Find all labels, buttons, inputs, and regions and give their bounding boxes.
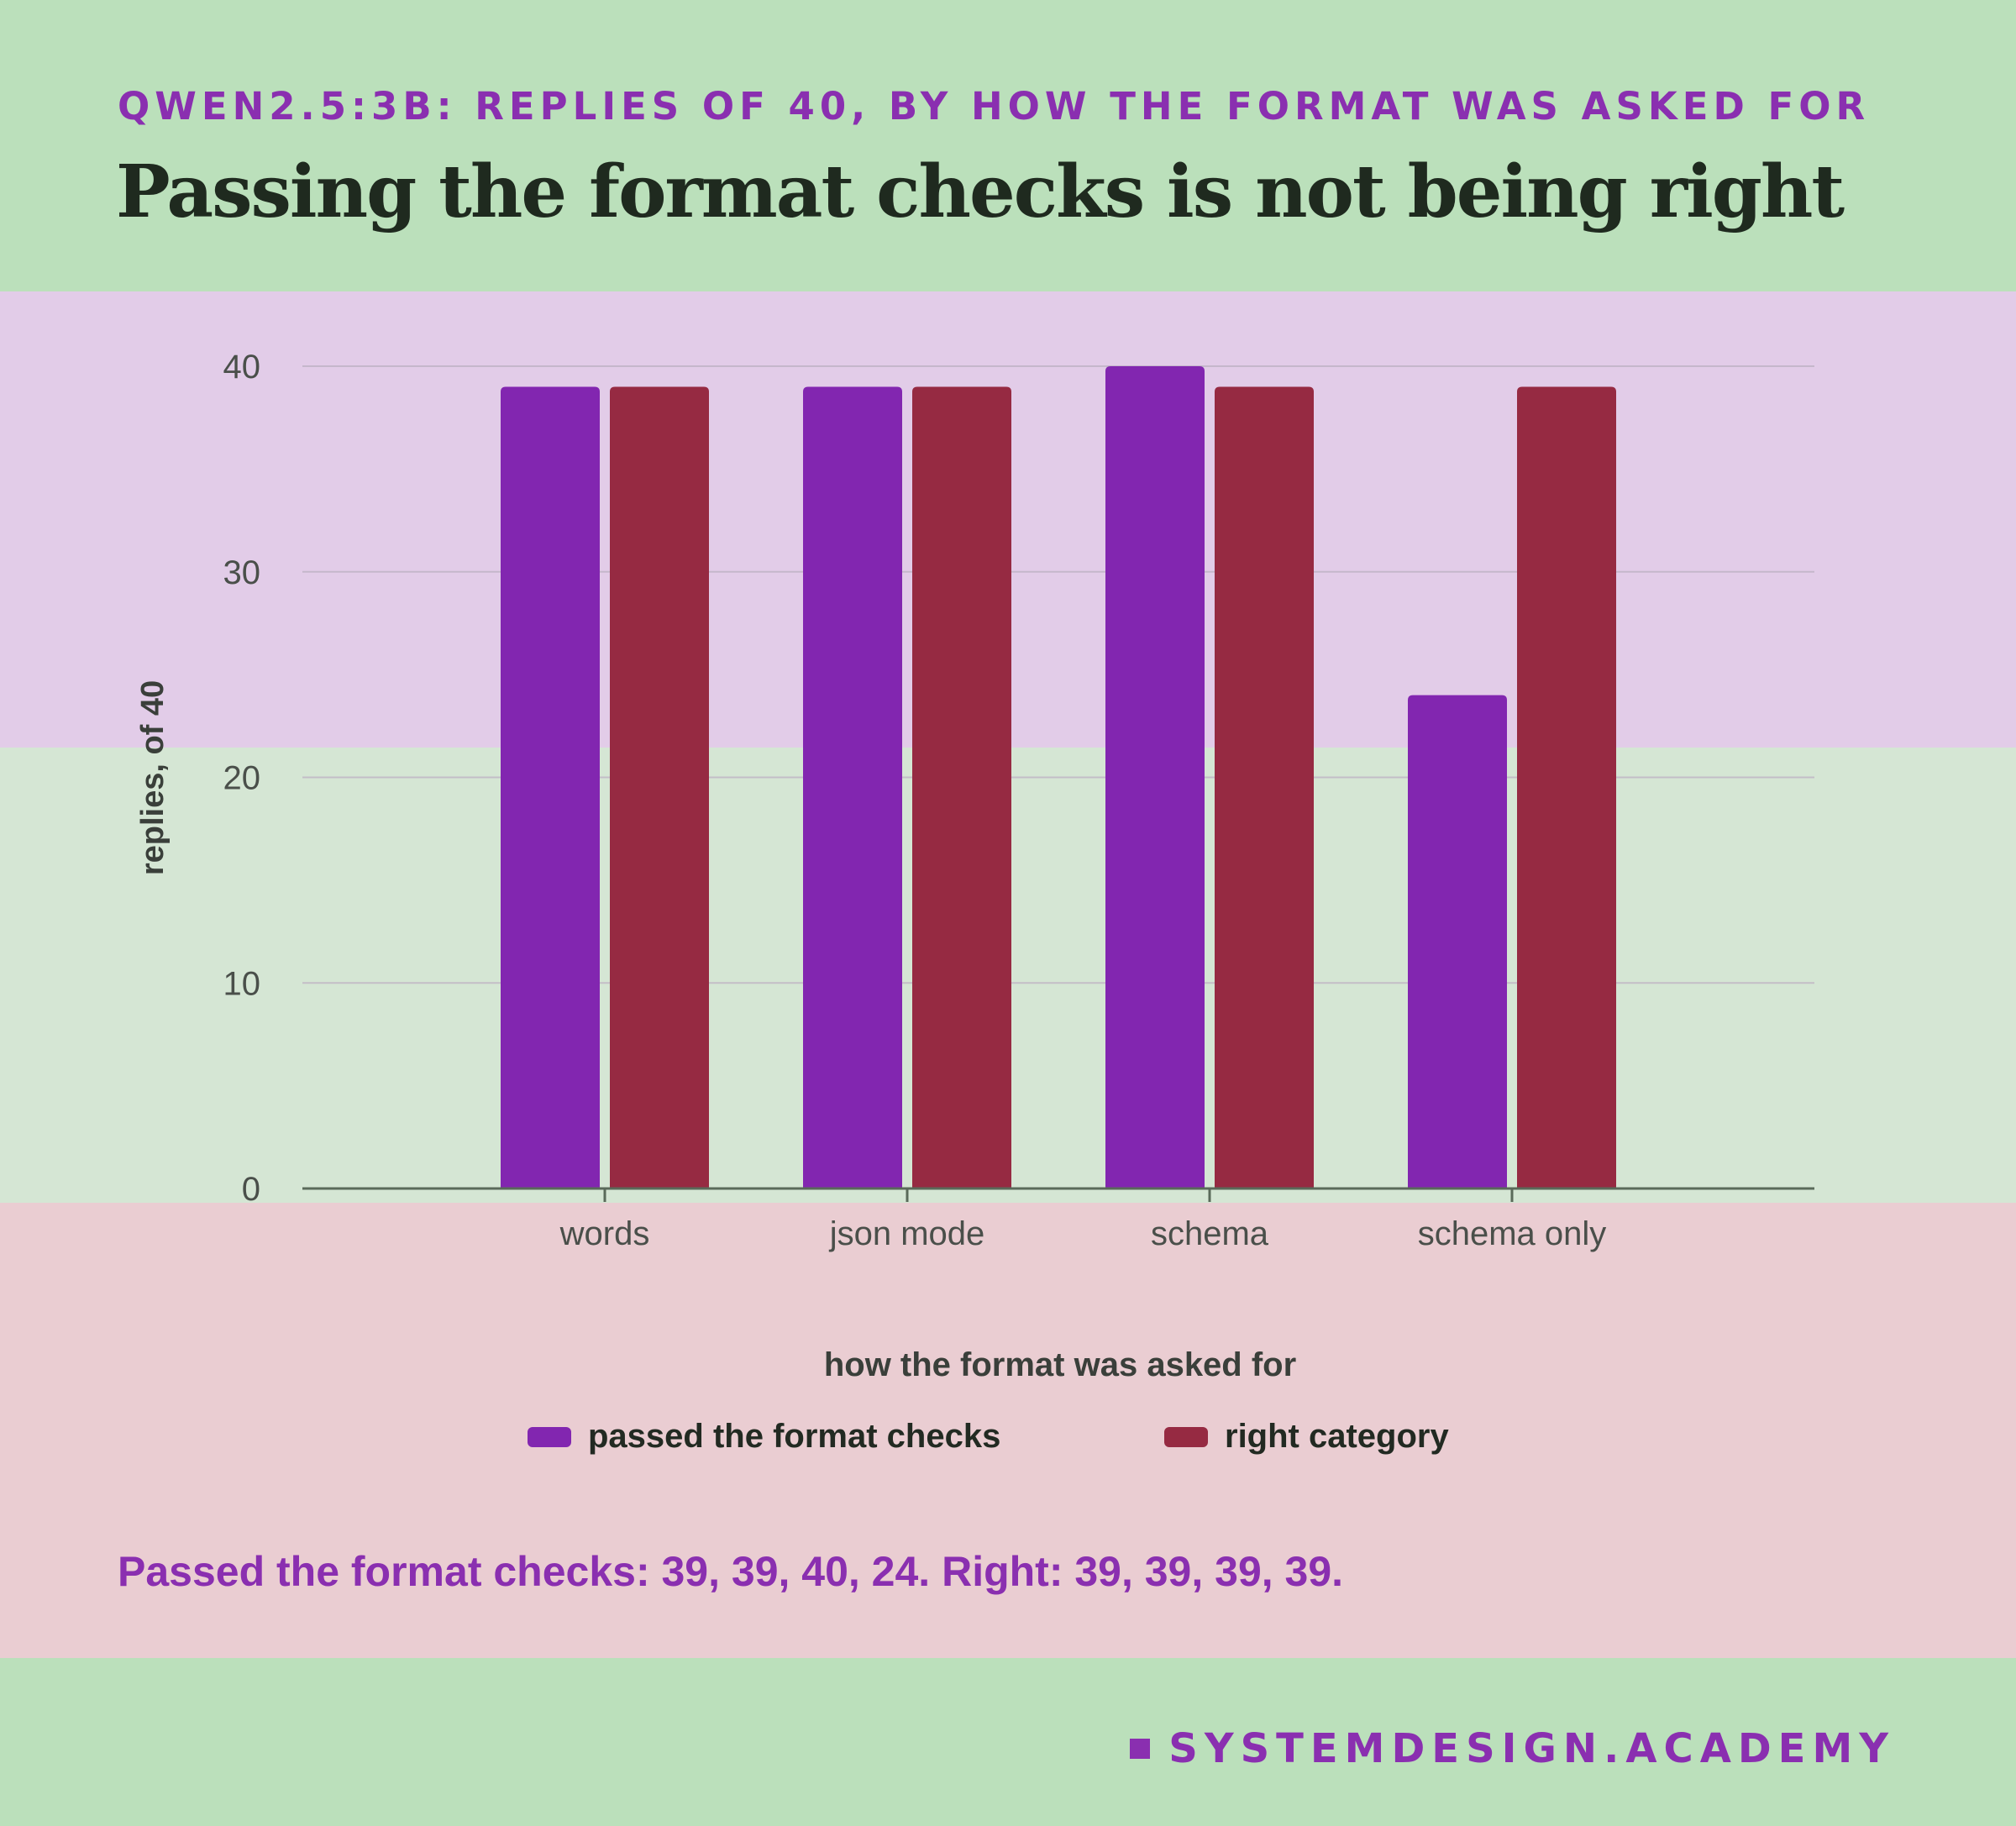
legend-swatch-passed <box>528 1426 571 1447</box>
legend-swatch-right <box>1164 1426 1208 1447</box>
legend-label-right: right category <box>1225 1418 1449 1455</box>
footer-band <box>0 1658 2016 1826</box>
legend-item-passed: passed the format checks <box>528 1418 1000 1456</box>
y-tick-label-0: 0 <box>242 1171 260 1208</box>
bar-right-2 <box>1215 386 1314 1189</box>
legend: passed the format checks right category <box>0 1418 2016 1468</box>
caption-band <box>0 1203 2016 1658</box>
x-tick-label-1: json mode <box>829 1215 985 1252</box>
x-tick-label-3: schema only <box>1418 1215 1607 1252</box>
y-tick-label-20: 20 <box>223 760 261 797</box>
y-axis-label: replies, of 40 <box>135 680 171 875</box>
header-band <box>0 0 2016 291</box>
x-tick-label-0: words <box>559 1215 650 1252</box>
x-axis-label: how the format was asked for <box>824 1346 1296 1383</box>
x-tick-label-2: schema <box>1151 1215 1269 1252</box>
brand-label: SYSTEMDESIGN.ACADEMY <box>1168 1725 1895 1772</box>
y-tick-label-40: 40 <box>223 349 261 386</box>
brand-square-icon <box>1130 1739 1151 1759</box>
summary-text: Passed the format checks: 39, 39, 40, 24… <box>118 1548 1344 1595</box>
chart-headline: Passing the format checks is not being r… <box>116 150 1845 234</box>
bars <box>501 366 1616 1189</box>
chart-kicker: QWEN2.5:3B: REPLIES OF 40, BY HOW THE FO… <box>118 84 1871 129</box>
bar-passed-3 <box>1408 695 1507 1188</box>
bar-passed-2 <box>1105 366 1205 1188</box>
legend-label-passed: passed the format checks <box>588 1418 1001 1455</box>
bar-passed-1 <box>803 386 902 1189</box>
bar-right-3 <box>1517 386 1616 1189</box>
y-tick-label-30: 30 <box>223 554 261 591</box>
bar-right-1 <box>912 386 1011 1189</box>
legend-item-right: right category <box>1164 1418 1449 1456</box>
y-tick-label-10: 10 <box>223 965 261 1002</box>
axes: 0 10 20 30 40 words json mode schema schema only <box>223 349 1814 1252</box>
bar-right-0 <box>610 386 709 1189</box>
bar-passed-0 <box>501 386 600 1189</box>
brand: SYSTEMDESIGN.ACADEMY <box>1130 1725 1895 1772</box>
